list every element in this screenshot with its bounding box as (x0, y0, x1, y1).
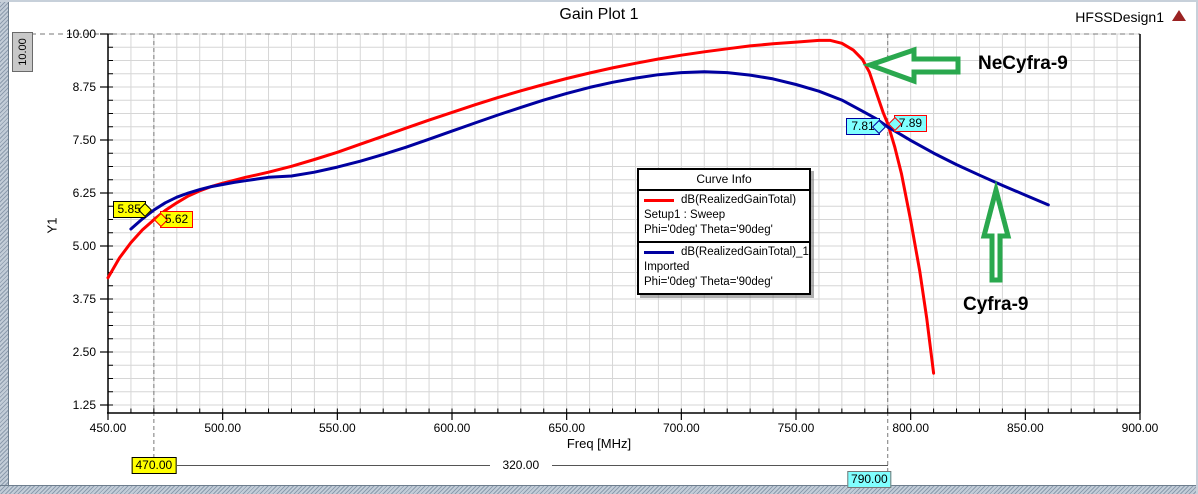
legend-swatch-blue (644, 251, 674, 254)
x-tick-label: 600.00 (434, 421, 471, 435)
necyfra9-left-arrow-icon[interactable] (862, 46, 961, 85)
y-axis-limit-value: 10.00 (16, 38, 29, 66)
y-tick-label: 8.75 (73, 80, 97, 94)
legend-curve-setup: Imported (644, 261, 690, 273)
x-tick-label: 650.00 (548, 421, 585, 435)
y-tick-label: 10.00 (66, 27, 96, 41)
grid-lines (108, 33, 1140, 413)
x-tick-label: 700.00 (663, 421, 700, 435)
y-tick-label: 6.25 (73, 186, 97, 200)
y-tick-label: 2.50 (73, 345, 97, 359)
marker-callout-5-62[interactable]: 5.62 (153, 211, 194, 229)
axes (107, 34, 1141, 414)
x-tick-label: 850.00 (1007, 421, 1044, 435)
ruler-line-right (551, 465, 888, 466)
tick-marks: 450.00 500.00 550.00 600.00 650.00 700.00 750.… (66, 27, 1159, 435)
x-tick-label: 550.00 (319, 421, 356, 435)
legend-curve-variation: Phi='0deg' Theta='90deg' (644, 276, 773, 288)
x-tick-label: 500.00 (204, 421, 241, 435)
ruler-start-marker[interactable]: 470.00 (131, 457, 177, 474)
marker-callout-7-89[interactable]: 7.89 (887, 114, 928, 132)
page-title: Gain Plot 1 (559, 6, 639, 23)
cyfra9-up-arrow-icon[interactable] (980, 180, 1012, 283)
y-tick-label: 5.00 (73, 239, 97, 253)
ruler-end-marker[interactable]: 790.00 (847, 471, 892, 488)
x-axis-title: Freq [MHz] (566, 436, 632, 451)
red-triangle-icon (1172, 10, 1186, 21)
legend-title: Curve Info (639, 170, 809, 191)
marker-callout-5-85[interactable]: 5.85 (112, 201, 152, 219)
legend-curve-name: dB(RealizedGainTotal) (681, 194, 797, 206)
marker-callout-7-81[interactable]: 7.81 (846, 118, 886, 136)
curve-imported[interactable] (129, 70, 1050, 231)
design-name-label: HFSSDesign1 (1075, 9, 1164, 25)
vertical-marker-lines[interactable] (153, 34, 889, 472)
legend-entry-imported: dB(RealizedGainTotal)_1 Imported Phi='0d… (639, 243, 809, 293)
y-axis-limit-marker[interactable]: 10.00 (12, 32, 33, 72)
x-tick-label: 900.00 (1122, 421, 1159, 435)
legend-curve-setup: Setup1 : Sweep (644, 209, 726, 221)
window-resize-border-bottom[interactable] (0, 485, 1196, 494)
legend-entry-sweep: dB(RealizedGainTotal) Setup1 : Sweep Phi… (639, 191, 809, 243)
window-resize-border-left[interactable] (0, 2, 9, 494)
x-tick-label: 450.00 (90, 421, 127, 435)
legend-swatch-red (644, 199, 674, 202)
ruler-distance-label: 320.00 (502, 458, 540, 472)
legend-box[interactable]: Curve Info dB(RealizedGainTotal) Setup1 … (637, 168, 811, 295)
y-tick-label: 7.50 (73, 133, 97, 147)
y-tick-label: 3.75 (73, 292, 97, 306)
y-tick-label: 1.25 (73, 398, 97, 412)
annotation-label-cyfra9[interactable]: Cyfra-9 (963, 294, 1029, 315)
y-axis-title: Y1 (44, 217, 60, 234)
ruler-line-left (176, 465, 490, 466)
x-tick-label: 750.00 (778, 421, 815, 435)
x-tick-label: 800.00 (892, 421, 929, 435)
legend-curve-name: dB(RealizedGainTotal)_1 (681, 246, 809, 258)
annotation-label-necyfra9[interactable]: NeCyfra-9 (978, 53, 1068, 74)
legend-curve-variation: Phi='0deg' Theta='90deg' (644, 224, 773, 236)
